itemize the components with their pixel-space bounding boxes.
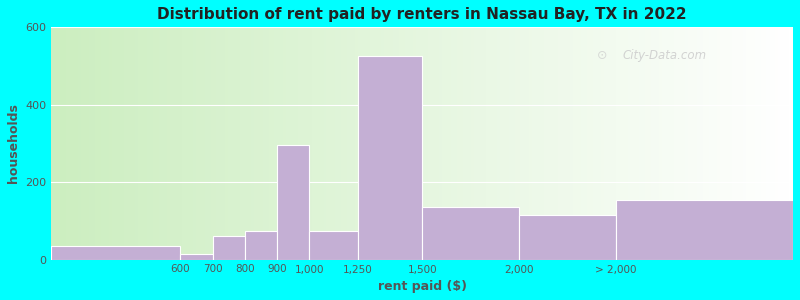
Bar — [51, 246, 181, 260]
X-axis label: rent paid ($): rent paid ($) — [378, 280, 466, 293]
Bar — [310, 231, 358, 260]
Bar — [358, 56, 422, 260]
Title: Distribution of rent paid by renters in Nassau Bay, TX in 2022: Distribution of rent paid by renters in … — [158, 7, 687, 22]
Text: City-Data.com: City-Data.com — [622, 49, 706, 62]
Bar — [213, 236, 245, 260]
Bar — [422, 207, 519, 260]
Bar — [519, 215, 616, 260]
Bar — [277, 146, 310, 260]
Bar — [616, 200, 793, 260]
Bar — [181, 254, 213, 260]
Bar — [245, 231, 277, 260]
Y-axis label: households: households — [7, 103, 20, 183]
Text: ⊙: ⊙ — [597, 49, 607, 62]
